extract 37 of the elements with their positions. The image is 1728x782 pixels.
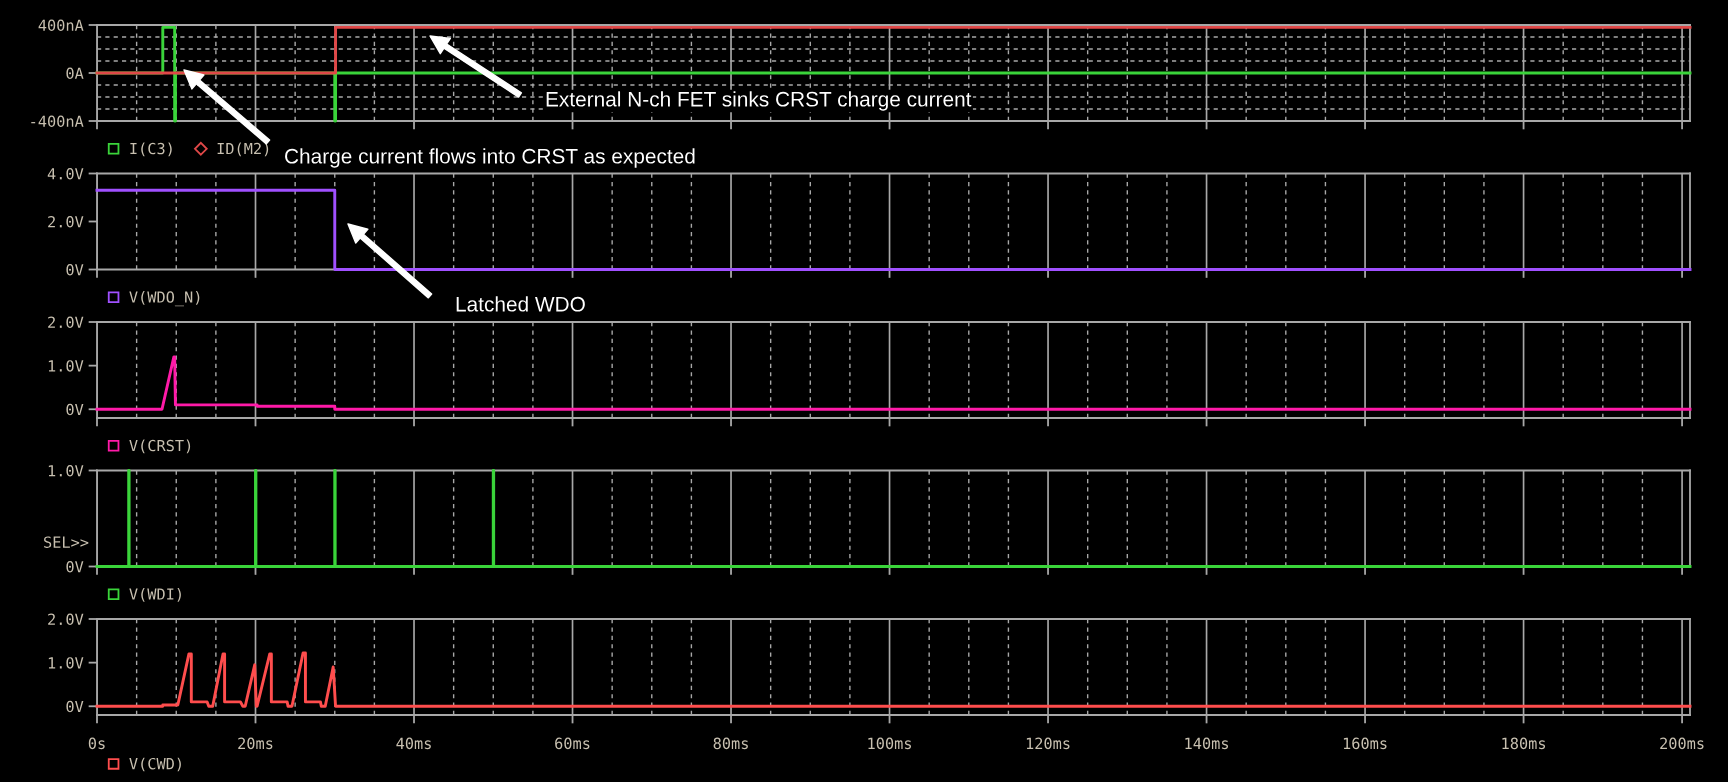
x-tick-label: 40ms [396,737,431,750]
x-tick-label: 140ms [1185,737,1229,750]
y-tick-label: 0V [66,561,84,573]
annotation: External N-ch FET sinks CRST charge current [546,91,972,111]
x-tick-label: 120ms [1026,737,1070,750]
y-tick-label: 400nA [38,19,84,32]
y-tick-label: 2.0V [48,216,84,228]
legend-label: V(CWD) [129,757,181,772]
y-tick-label: 1.0V [48,465,84,477]
y-tick-label: 4.0V [47,168,84,180]
y-tick-label: 0V [66,403,84,416]
y-tick-label: 2.0V [48,613,84,626]
x-tick-label: 0s [88,737,105,750]
x-tick-label: 80ms [713,737,748,750]
x-tick-label: 160ms [1343,737,1387,750]
legend-label: ID(M2) [217,142,269,157]
x-tick-label: 180ms [1502,737,1546,750]
x-tick-label: 100ms [868,737,912,750]
x-tick-label: 200ms [1660,737,1704,750]
y-tick-label: 0V [66,264,84,276]
text: SEL>> [44,536,89,548]
y-tick-label: 2.0V [48,316,84,329]
legend-label: V(WDO_N) [129,291,200,307]
y-tick-label: -400nA [31,115,84,128]
line-series [95,355,1692,411]
y-tick-label: 1.0V [48,657,84,669]
y-tick-label: 0A [66,67,84,80]
text: Charge current flows into CRST as expected [285,148,695,168]
line-series [95,651,1692,708]
y-tick-label: 1.0V [48,360,84,372]
legend-label: V(CRST) [129,439,191,454]
x-tick-label: 20ms [238,737,273,750]
legend-label: I(C3) [130,142,172,157]
legend-label: V(WDI) [129,588,181,602]
text: Latched WDO [456,296,585,312]
x-tick-label: 60ms [555,737,590,750]
y-tick-label: 0V [66,700,84,713]
